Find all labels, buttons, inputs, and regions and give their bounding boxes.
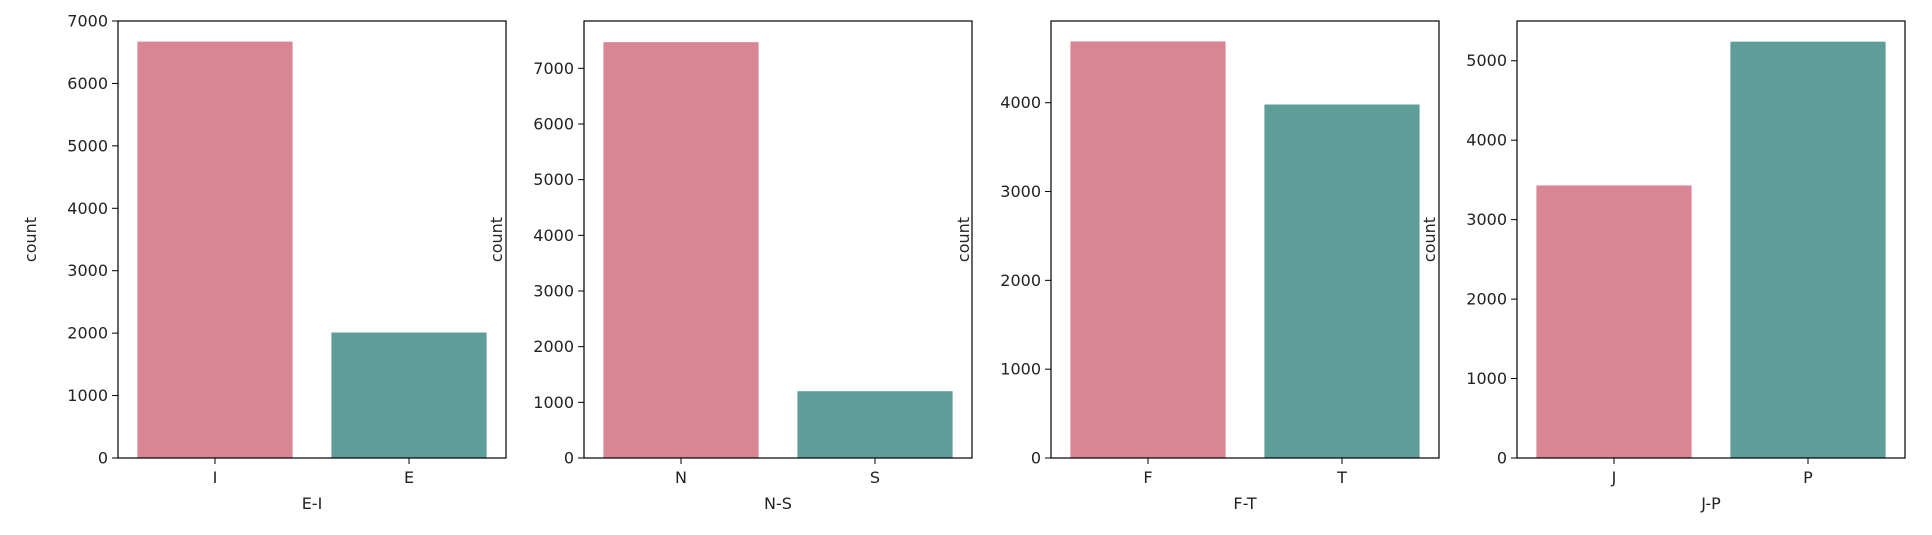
- y-tick-label: 1000: [533, 393, 574, 412]
- y-axis-label: count: [1420, 217, 1439, 262]
- y-tick-label: 6000: [533, 114, 574, 133]
- axes-frame: [583, 20, 973, 459]
- bar-J: [1536, 185, 1692, 458]
- bar-T: [1264, 104, 1420, 459]
- y-tick-label: 3000: [1000, 182, 1041, 201]
- axes-frame: [117, 20, 507, 459]
- y-tick-label: 3000: [67, 261, 108, 280]
- axes-frame: [1516, 20, 1906, 459]
- y-tick-label: 6000: [67, 74, 108, 93]
- x-tick-label: T: [1336, 468, 1347, 487]
- y-tick-label: 1000: [1466, 369, 1507, 388]
- x-tick-label: I: [213, 468, 218, 487]
- y-axis-label: count: [21, 217, 40, 262]
- x-axis-label: J-P: [1700, 494, 1721, 513]
- bar-E: [331, 332, 487, 458]
- x-tick-label: S: [870, 468, 880, 487]
- y-tick-label: 2000: [533, 337, 574, 356]
- bar-P: [1730, 41, 1886, 458]
- bar-S: [797, 391, 953, 458]
- y-tick-label: 7000: [67, 12, 108, 31]
- y-axis-label: count: [954, 217, 973, 262]
- bar-F: [1070, 41, 1226, 459]
- bar-I: [137, 41, 293, 458]
- y-tick-label: 2000: [1000, 271, 1041, 290]
- y-tick-label: 0: [564, 449, 574, 468]
- axes-frame: [1050, 20, 1440, 459]
- y-tick-label: 4000: [1000, 93, 1041, 112]
- x-axis-label: F-T: [1233, 494, 1257, 513]
- x-tick-label: E: [404, 468, 414, 487]
- x-tick-label: N: [675, 468, 687, 487]
- y-tick-label: 3000: [1466, 210, 1507, 229]
- y-tick-label: 1000: [67, 386, 108, 405]
- x-tick-label: F: [1143, 468, 1152, 487]
- y-tick-label: 2000: [1466, 290, 1507, 309]
- y-tick-label: 5000: [533, 170, 574, 189]
- x-tick-label: J: [1611, 468, 1617, 487]
- y-tick-label: 0: [1497, 449, 1507, 468]
- x-axis-label: N-S: [764, 494, 792, 513]
- y-tick-label: 3000: [533, 281, 574, 300]
- y-tick-label: 4000: [1466, 131, 1507, 150]
- y-tick-label: 4000: [533, 226, 574, 245]
- y-tick-label: 1000: [1000, 360, 1041, 379]
- y-tick-label: 2000: [67, 324, 108, 343]
- y-tick-label: 7000: [533, 59, 574, 78]
- y-tick-label: 5000: [1466, 51, 1507, 70]
- y-axis-label: count: [487, 217, 506, 262]
- x-tick-label: P: [1803, 468, 1813, 487]
- bar-N: [603, 42, 759, 459]
- y-tick-label: 0: [98, 449, 108, 468]
- y-tick-label: 5000: [67, 136, 108, 155]
- y-tick-label: 0: [1031, 449, 1041, 468]
- y-tick-label: 4000: [67, 199, 108, 218]
- x-axis-label: E-I: [302, 494, 323, 513]
